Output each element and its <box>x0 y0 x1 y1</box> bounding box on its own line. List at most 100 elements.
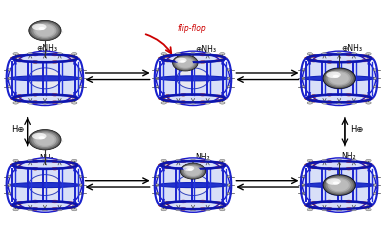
Ellipse shape <box>79 77 84 80</box>
Ellipse shape <box>27 102 33 104</box>
Ellipse shape <box>200 160 206 163</box>
Ellipse shape <box>154 175 159 178</box>
Ellipse shape <box>351 52 357 55</box>
Ellipse shape <box>73 97 80 100</box>
Ellipse shape <box>10 204 17 207</box>
Ellipse shape <box>351 159 357 162</box>
Ellipse shape <box>333 75 339 78</box>
Ellipse shape <box>322 102 327 104</box>
Ellipse shape <box>205 52 210 55</box>
Ellipse shape <box>333 182 339 184</box>
Ellipse shape <box>67 54 73 57</box>
Ellipse shape <box>301 77 377 86</box>
Ellipse shape <box>346 93 352 96</box>
Ellipse shape <box>346 53 352 56</box>
Ellipse shape <box>215 59 222 62</box>
Ellipse shape <box>373 85 378 88</box>
Ellipse shape <box>311 99 317 102</box>
Ellipse shape <box>7 183 83 192</box>
Ellipse shape <box>215 161 222 164</box>
Ellipse shape <box>67 161 73 164</box>
Ellipse shape <box>6 77 11 80</box>
Ellipse shape <box>10 57 17 60</box>
Ellipse shape <box>188 168 193 171</box>
Ellipse shape <box>324 69 354 88</box>
Ellipse shape <box>200 200 206 203</box>
Ellipse shape <box>161 159 166 162</box>
Ellipse shape <box>164 161 171 164</box>
Ellipse shape <box>222 204 228 207</box>
Ellipse shape <box>323 68 355 89</box>
Ellipse shape <box>190 208 196 211</box>
Ellipse shape <box>164 206 171 209</box>
Text: ⊕NH₃: ⊕NH₃ <box>36 44 58 53</box>
Ellipse shape <box>6 192 11 195</box>
Ellipse shape <box>305 97 311 100</box>
Ellipse shape <box>362 95 368 98</box>
Ellipse shape <box>322 52 327 55</box>
Ellipse shape <box>326 160 332 163</box>
Ellipse shape <box>73 57 80 60</box>
Ellipse shape <box>31 131 59 148</box>
Ellipse shape <box>311 201 317 204</box>
Ellipse shape <box>42 52 47 55</box>
Ellipse shape <box>373 192 378 195</box>
Ellipse shape <box>362 166 368 169</box>
Ellipse shape <box>42 159 47 162</box>
Ellipse shape <box>13 102 18 104</box>
Ellipse shape <box>326 207 332 210</box>
Ellipse shape <box>362 201 368 204</box>
Ellipse shape <box>326 93 332 96</box>
Ellipse shape <box>52 167 58 170</box>
Ellipse shape <box>35 134 54 146</box>
Ellipse shape <box>30 21 60 40</box>
Ellipse shape <box>173 62 200 66</box>
Ellipse shape <box>154 77 159 80</box>
Ellipse shape <box>176 57 195 69</box>
Ellipse shape <box>6 184 11 186</box>
Ellipse shape <box>79 85 84 88</box>
Ellipse shape <box>33 23 57 38</box>
Ellipse shape <box>158 204 164 207</box>
Ellipse shape <box>176 159 181 162</box>
Ellipse shape <box>177 175 209 195</box>
Ellipse shape <box>220 52 225 55</box>
Ellipse shape <box>300 175 305 178</box>
Ellipse shape <box>6 85 11 88</box>
Ellipse shape <box>373 77 378 80</box>
Ellipse shape <box>184 165 202 177</box>
Ellipse shape <box>71 159 77 162</box>
Ellipse shape <box>157 183 229 188</box>
Ellipse shape <box>16 166 22 169</box>
Ellipse shape <box>300 85 305 88</box>
Ellipse shape <box>303 76 375 81</box>
Text: H⊕: H⊕ <box>11 125 25 134</box>
Ellipse shape <box>330 72 349 84</box>
Ellipse shape <box>351 102 357 104</box>
Ellipse shape <box>300 184 305 186</box>
Ellipse shape <box>323 175 355 195</box>
Ellipse shape <box>300 77 305 80</box>
Ellipse shape <box>330 179 349 191</box>
Ellipse shape <box>29 175 61 195</box>
Ellipse shape <box>311 95 317 98</box>
Ellipse shape <box>174 56 196 70</box>
Text: flip-flop: flip-flop <box>178 24 207 33</box>
Ellipse shape <box>220 159 225 162</box>
Ellipse shape <box>181 170 208 174</box>
Ellipse shape <box>222 57 228 60</box>
Ellipse shape <box>52 160 58 163</box>
Text: ⊕NH₃: ⊕NH₃ <box>341 44 362 53</box>
Ellipse shape <box>326 167 332 170</box>
Ellipse shape <box>311 161 317 164</box>
Ellipse shape <box>30 30 64 35</box>
Ellipse shape <box>324 184 358 189</box>
Ellipse shape <box>32 101 38 104</box>
Ellipse shape <box>157 76 229 81</box>
Ellipse shape <box>326 178 341 185</box>
Ellipse shape <box>322 159 327 162</box>
Ellipse shape <box>52 93 58 96</box>
Ellipse shape <box>158 97 164 100</box>
Ellipse shape <box>16 206 22 209</box>
Ellipse shape <box>52 53 58 56</box>
